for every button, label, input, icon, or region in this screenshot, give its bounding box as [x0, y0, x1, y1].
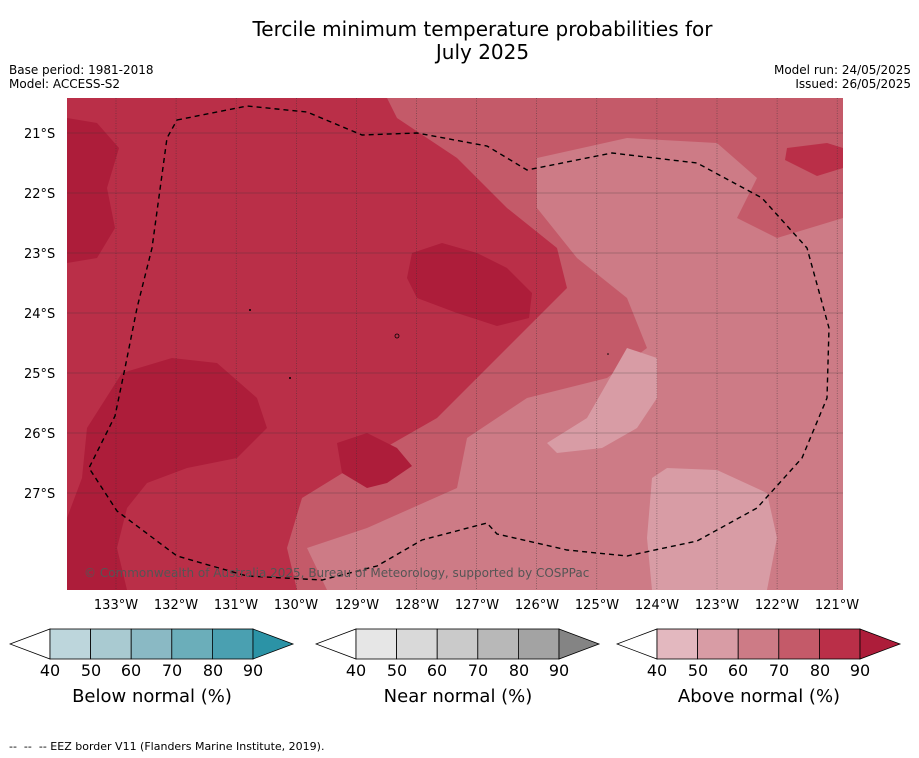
colorbar-segment: [818, 628, 861, 660]
eez-footnote: -- -- -- EEZ border V11 (Flanders Marine…: [9, 740, 325, 753]
model-info: Base period: 1981-2018 Model: ACCESS-S2: [9, 63, 154, 91]
lon-label: 127°W: [454, 598, 500, 613]
colorbar-label-below: Below normal (%): [72, 686, 232, 707]
colorbar-segment: [477, 628, 519, 660]
lat-label: 24°S: [24, 307, 56, 322]
colorbar-segment: [49, 628, 91, 660]
tick-label: 40: [646, 661, 668, 680]
lon-label: 126°W: [514, 598, 560, 613]
colorbar-segment: [130, 628, 173, 660]
lon-label: 122°W: [754, 598, 800, 613]
colorbar-segment: [396, 628, 438, 660]
probability-map: © Commonwealth of Australia 2025, Bureau…: [67, 98, 843, 590]
model-run: Model run: 24/05/2025: [773, 63, 911, 77]
tick-label: 50: [386, 661, 408, 680]
tick-label: 40: [39, 661, 61, 680]
tick-label: 90: [849, 661, 871, 680]
tick-label: 60: [727, 661, 749, 680]
colorbar-segment: [90, 628, 132, 660]
graticule: [67, 98, 843, 590]
colorbar-over-triangle: [252, 628, 295, 660]
map-svg: [67, 98, 843, 590]
colorbar-label-above: Above normal (%): [677, 686, 841, 707]
tick-label: 60: [426, 661, 448, 680]
lon-label: 129°W: [334, 598, 380, 613]
colorbar-below-svg: [9, 628, 295, 660]
island-dot: [289, 377, 291, 379]
lon-label: 124°W: [634, 598, 680, 613]
tick-label: 80: [809, 661, 831, 680]
lon-label: 128°W: [394, 598, 440, 613]
lon-label: 133°W: [93, 598, 139, 613]
colorbar-near-svg: [315, 628, 601, 660]
colorbar-over-triangle: [558, 628, 601, 660]
lat-label: 27°S: [24, 487, 56, 502]
colorbar-over-triangle: [859, 628, 902, 660]
tick-label: 50: [687, 661, 709, 680]
tick-label: 70: [161, 661, 183, 680]
colorbar-under-triangle: [315, 628, 357, 660]
lon-label: 130°W: [273, 598, 319, 613]
region-80-east: [785, 143, 843, 176]
lat-label: 23°S: [24, 247, 56, 262]
tick-label: 70: [768, 661, 790, 680]
lon-label: 121°W: [814, 598, 860, 613]
lon-label: 132°W: [153, 598, 199, 613]
region-90-south: [67, 358, 267, 590]
region-50: [547, 348, 657, 453]
tick-label: 50: [80, 661, 102, 680]
tick-label: 40: [345, 661, 367, 680]
colorbar-segment: [737, 628, 780, 660]
title-line-2: July 2025: [435, 40, 530, 64]
colorbar-segment: [517, 628, 560, 660]
lat-label: 25°S: [24, 367, 56, 382]
tick-label: 90: [242, 661, 264, 680]
tick-label: 80: [202, 661, 224, 680]
copyright-credit: © Commonwealth of Australia 2025, Bureau…: [84, 566, 590, 580]
lat-label: 26°S: [24, 427, 56, 442]
colorbar-segment: [778, 628, 820, 660]
model-name: Model: ACCESS-S2: [9, 77, 121, 91]
region-90-center: [407, 243, 532, 326]
island-dot: [607, 353, 609, 355]
tick-label: 80: [508, 661, 530, 680]
colorbar-label-near: Near normal (%): [383, 686, 533, 707]
colorbar-above-svg: [616, 628, 902, 660]
colorbar-segment: [656, 628, 698, 660]
lat-label: 21°S: [24, 127, 56, 142]
issued-date: Issued: 26/05/2025: [795, 77, 911, 91]
colorbar-segment: [436, 628, 479, 660]
colorbar-near-normal: [315, 628, 605, 660]
lon-label: 131°W: [213, 598, 259, 613]
run-info: Model run: 24/05/2025 Issued: 26/05/2025: [774, 63, 911, 91]
region-90-west: [67, 118, 119, 263]
map-title: Tercile minimum temperature probabilitie…: [0, 18, 919, 64]
colorbar-above-normal: [616, 628, 906, 660]
tick-label: 70: [467, 661, 489, 680]
colorbar-under-triangle: [9, 628, 51, 660]
colorbar-segment: [171, 628, 213, 660]
island-dot: [249, 309, 251, 311]
region-90-small: [337, 433, 412, 488]
island-dot: [394, 333, 400, 339]
base-period: Base period: 1981-2018: [9, 63, 154, 77]
lon-label: 123°W: [694, 598, 740, 613]
lat-label: 22°S: [24, 187, 56, 202]
tick-label: 90: [548, 661, 570, 680]
colorbar-below-normal: [9, 628, 299, 660]
colorbar-segment: [355, 628, 397, 660]
colorbar-segment: [211, 628, 254, 660]
colorbar-segment: [697, 628, 739, 660]
title-line-1: Tercile minimum temperature probabilitie…: [252, 17, 713, 41]
lon-label: 125°W: [574, 598, 620, 613]
colorbar-under-triangle: [616, 628, 658, 660]
eez-border: [88, 105, 830, 581]
region-50b: [647, 468, 777, 590]
tick-label: 60: [120, 661, 142, 680]
